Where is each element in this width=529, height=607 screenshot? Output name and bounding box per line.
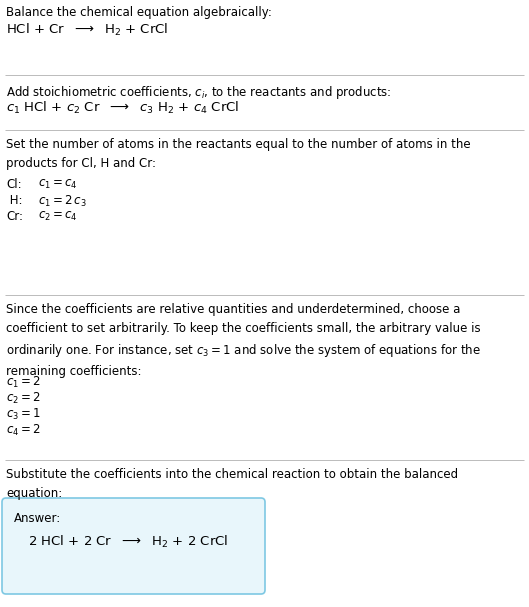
Text: Since the coefficients are relative quantities and underdetermined, choose a
coe: Since the coefficients are relative quan…: [6, 303, 481, 378]
Text: H:: H:: [6, 194, 23, 207]
Text: $c_1 = c_4$: $c_1 = c_4$: [38, 178, 78, 191]
Text: Balance the chemical equation algebraically:: Balance the chemical equation algebraica…: [6, 6, 272, 19]
Text: 2 HCl + 2 Cr  $\longrightarrow$  H$_2$ + 2 CrCl: 2 HCl + 2 Cr $\longrightarrow$ H$_2$ + 2…: [28, 534, 229, 550]
Text: Cr:: Cr:: [6, 210, 23, 223]
Text: $c_4 = 2$: $c_4 = 2$: [6, 423, 41, 438]
Text: $c_1 = 2$: $c_1 = 2$: [6, 375, 41, 390]
Text: Cl:: Cl:: [6, 178, 22, 191]
Text: HCl + Cr  $\longrightarrow$  H$_2$ + CrCl: HCl + Cr $\longrightarrow$ H$_2$ + CrCl: [6, 22, 168, 38]
Text: Answer:: Answer:: [14, 512, 61, 525]
Text: $c_2 = c_4$: $c_2 = c_4$: [38, 210, 78, 223]
Text: $c_3 = 1$: $c_3 = 1$: [6, 407, 41, 422]
Text: Add stoichiometric coefficients, $c_i$, to the reactants and products:: Add stoichiometric coefficients, $c_i$, …: [6, 84, 391, 101]
Text: $c_1 = 2\, c_3$: $c_1 = 2\, c_3$: [38, 194, 87, 209]
Text: $c_1$ HCl + $c_2$ Cr  $\longrightarrow$  $c_3$ H$_2$ + $c_4$ CrCl: $c_1$ HCl + $c_2$ Cr $\longrightarrow$ $…: [6, 100, 240, 116]
Text: Set the number of atoms in the reactants equal to the number of atoms in the
pro: Set the number of atoms in the reactants…: [6, 138, 471, 170]
FancyBboxPatch shape: [2, 498, 265, 594]
Text: $c_2 = 2$: $c_2 = 2$: [6, 391, 41, 406]
Text: Substitute the coefficients into the chemical reaction to obtain the balanced
eq: Substitute the coefficients into the che…: [6, 468, 458, 500]
